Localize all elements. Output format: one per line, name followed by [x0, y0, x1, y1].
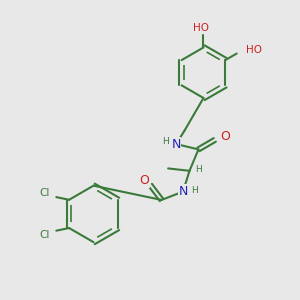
Text: HO: HO: [246, 45, 262, 55]
Text: H: H: [162, 137, 169, 146]
Text: Cl: Cl: [39, 230, 50, 240]
Text: N: N: [172, 138, 181, 151]
Text: Cl: Cl: [39, 188, 50, 198]
Text: O: O: [220, 130, 230, 143]
Text: H: H: [191, 186, 198, 195]
Text: H: H: [195, 165, 202, 174]
Text: N: N: [178, 185, 188, 198]
Text: O: O: [140, 174, 149, 187]
Text: HO: HO: [193, 23, 209, 33]
